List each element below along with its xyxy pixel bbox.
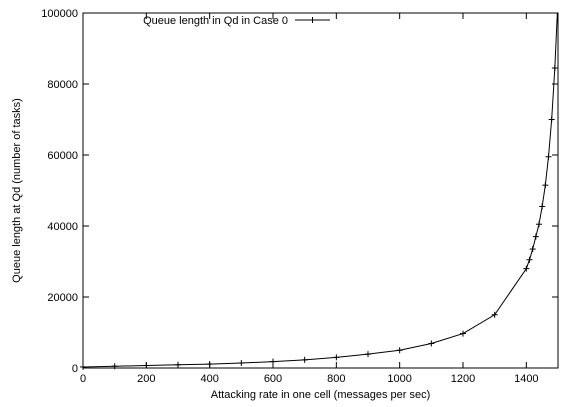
data-point-marker: [536, 221, 542, 228]
plot-frame: [82, 12, 559, 369]
legend: Queue length in Qd in Case 0: [143, 15, 330, 27]
data-point-marker: [523, 265, 530, 272]
data-point-marker: [428, 340, 435, 347]
x-tick-label: 800: [327, 373, 345, 385]
data-point-marker: [365, 351, 371, 358]
series-layer: [80, 12, 558, 370]
series-line: [82, 12, 558, 368]
data-point-marker: [175, 361, 181, 368]
data-point-marker: [542, 182, 549, 189]
data-point-marker: [301, 356, 308, 363]
data-point-marker: [545, 153, 552, 160]
data-point-marker: [396, 347, 403, 354]
data-point-marker: [333, 354, 340, 361]
axes-layer: [82, 12, 559, 369]
y-tick-label: 60000: [47, 150, 78, 162]
ticks-layer: 0 200 400 600 800 1000 1200 1400 0 20000 40000 6000…: [41, 8, 558, 385]
legend-label: Queue length in Qd in Case 0: [143, 15, 288, 27]
data-point-marker: [551, 65, 558, 72]
data-point-marker: [529, 246, 536, 253]
data-point-marker: [539, 203, 546, 210]
data-point-marker: [270, 358, 276, 365]
y-tick-label: 20000: [47, 292, 78, 304]
x-axis-label: Attacking rate in one cell (messages per…: [211, 389, 431, 401]
data-point-marker: [548, 116, 555, 123]
y-axis-label: Queue length at Qd (number of tasks): [11, 98, 23, 283]
data-point-marker: [238, 360, 245, 367]
y-tick-label: 100000: [41, 8, 78, 20]
x-tick-label: 1400: [514, 373, 538, 385]
data-point-marker: [206, 361, 213, 368]
data-point-marker: [460, 330, 466, 337]
data-point-marker: [143, 362, 150, 369]
data-point-marker: [532, 233, 539, 240]
data-point-marker: [491, 311, 498, 318]
y-tick-label: 80000: [47, 79, 78, 91]
x-tick-label: 0: [80, 373, 86, 385]
data-point-marker: [526, 256, 533, 263]
y-tick-label: 40000: [47, 221, 78, 233]
data-point-marker: [111, 363, 118, 370]
x-tick-label: 600: [264, 373, 282, 385]
x-tick-label: 1000: [387, 373, 411, 385]
x-tick-label: 1200: [451, 373, 475, 385]
x-tick-label: 400: [200, 373, 218, 385]
data-point-marker: [80, 363, 86, 370]
x-tick-label: 200: [137, 373, 155, 385]
y-tick-label: 0: [72, 363, 78, 375]
